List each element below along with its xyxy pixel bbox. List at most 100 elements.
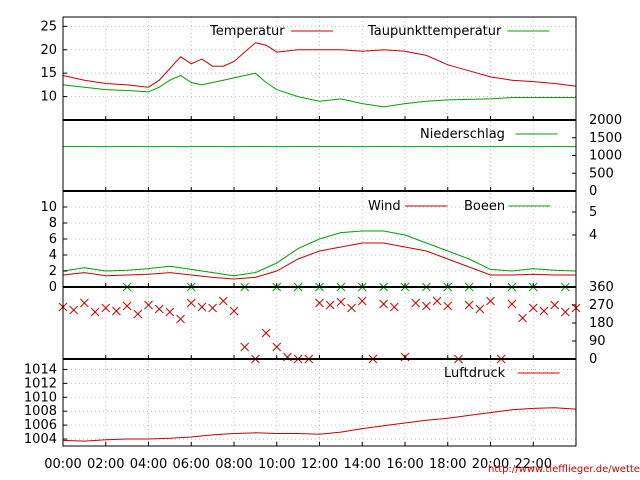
pressure-y-tick-label: 1014 [24, 362, 57, 377]
marker-stroke [422, 301, 431, 311]
wind-direction-point [240, 342, 250, 352]
wind-y-tick-label: 8 [49, 216, 57, 231]
wind-y-tick-label-right: 5 [589, 205, 597, 220]
pressure-y-tick-label: 1006 [24, 418, 57, 433]
marker-stroke [528, 303, 538, 313]
marker-stroke [507, 299, 517, 309]
temperature-y-tick-label: 20 [40, 43, 57, 58]
marker-stroke [208, 303, 217, 313]
marker-stroke [112, 306, 121, 316]
wind-direction-point [80, 298, 89, 308]
wind-direction-point [101, 303, 111, 313]
wind-direction-point [347, 303, 356, 313]
x-tick-label: 08:00 [215, 457, 252, 472]
series-line-temperature-0 [62, 42, 577, 88]
precipitation-y-tick-label-right: 2000 [589, 113, 622, 128]
wind-direction-point [518, 313, 527, 323]
temperature-y-tick-label: 15 [40, 66, 57, 81]
wind-direction-point [133, 309, 143, 319]
marker-stroke [550, 300, 559, 310]
x-tick-label: 18:00 [429, 457, 466, 472]
wind-direction-point [379, 299, 388, 309]
pressure-y-tick-label: 1010 [24, 390, 57, 405]
marker-stroke [475, 304, 485, 314]
wind-direction-point [486, 296, 495, 306]
temperature-y-tick-label: 25 [40, 19, 57, 34]
x-tick-label: 02:00 [87, 457, 124, 472]
marker-stroke [165, 307, 175, 317]
wind-direction-point [389, 302, 399, 312]
marker-stroke [464, 300, 474, 310]
marker-stroke [560, 307, 570, 317]
x-tick-label: 06:00 [173, 457, 210, 472]
wind-direction-point [475, 304, 485, 314]
marker-stroke [486, 296, 495, 306]
marker-stroke [69, 305, 79, 315]
wind-direction-point [357, 296, 367, 306]
marker-stroke [261, 328, 271, 338]
legend-label: Boeen [464, 199, 505, 214]
x-tick-label: 00:00 [44, 457, 81, 472]
temperature-y-tick-label: 10 [40, 90, 57, 105]
marker-stroke [379, 299, 388, 309]
wind-direction-point [112, 306, 121, 316]
legend-label: Wind [368, 199, 401, 214]
marker-stroke [90, 307, 100, 317]
legend-label: Luftdruck [444, 366, 506, 381]
marker-stroke [411, 298, 421, 308]
x-tick-label: 10:00 [258, 457, 295, 472]
x-tick-label: 22:00 [515, 457, 552, 472]
marker-stroke [518, 313, 527, 323]
marker-stroke [539, 306, 549, 316]
marker-stroke [389, 302, 399, 312]
legend-label: Temperatur [209, 24, 285, 39]
wind-direction-point [69, 305, 79, 315]
wind_direction-y-tick-label-right: 90 [589, 334, 606, 349]
x-tick-label: 04:00 [130, 457, 167, 472]
wind-y-tick-label-right: 4 [589, 228, 597, 243]
series-line-wind-1 [62, 230, 577, 277]
wind-direction-point [443, 301, 453, 311]
wind-direction-point [464, 300, 474, 310]
series-line-wind-0 [62, 242, 576, 280]
x-tick-label: 14:00 [344, 457, 381, 472]
wind-direction-point [144, 300, 153, 310]
marker-stroke [122, 301, 132, 311]
series-line-pressure-0 [62, 407, 577, 442]
marker-stroke [186, 298, 196, 308]
precipitation-y-tick-label-right: 1000 [589, 149, 622, 164]
wind-direction-point [165, 307, 175, 317]
wind-direction-point [154, 304, 164, 314]
credit-url: http://www.tiefflieger.de/wetter/ [488, 464, 640, 475]
wind_direction-y-tick-label-right: 360 [589, 280, 614, 295]
wind-y-tick-label: 10 [40, 200, 57, 215]
marker-stroke [197, 302, 207, 312]
wind-direction-point [550, 300, 559, 310]
axes-layer [62, 16, 577, 447]
marker-stroke [144, 300, 153, 310]
legend-label: Niederschlag [420, 127, 505, 142]
wind_direction-y-tick-label-right: 180 [589, 316, 614, 331]
marker-stroke [315, 298, 324, 308]
wind-direction-point [90, 307, 100, 317]
wind-y-tick-label: 0 [49, 280, 57, 295]
series-line-temperature-1 [62, 72, 576, 108]
pressure-y-tick-label: 1012 [24, 376, 57, 391]
wind-direction-point [186, 298, 196, 308]
marker-stroke [272, 342, 282, 352]
marker-stroke [443, 301, 453, 311]
wind-direction-point [432, 296, 442, 306]
wind-direction-point [422, 301, 431, 311]
marker-stroke [347, 303, 356, 313]
marker-stroke [101, 303, 111, 313]
x-tick-label: 12:00 [301, 457, 338, 472]
wind-direction-point [122, 301, 132, 311]
wind-direction-point [315, 298, 324, 308]
precipitation-y-tick-label-right: 0 [589, 184, 597, 199]
wind_direction-y-tick-label-right: 270 [589, 298, 614, 313]
precipitation-y-tick-label-right: 1500 [589, 131, 622, 146]
wind-direction-point [411, 298, 421, 308]
wind-direction-point [176, 314, 185, 324]
